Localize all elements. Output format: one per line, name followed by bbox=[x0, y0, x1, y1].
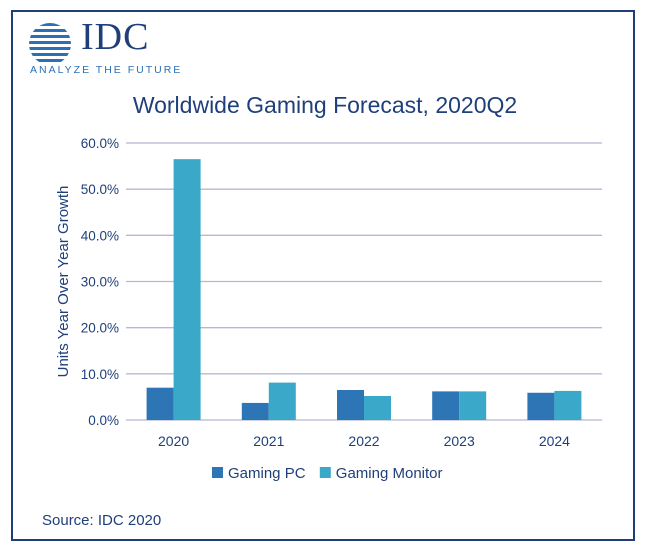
legend-label: Gaming PC bbox=[228, 465, 306, 482]
y-tick-label: 20.0% bbox=[81, 321, 119, 336]
bar-gaming-monitor-2020 bbox=[173, 159, 201, 421]
x-tick-label: 2022 bbox=[348, 433, 379, 449]
y-tick-label: 10.0% bbox=[81, 367, 119, 382]
bar-gaming-monitor-2021 bbox=[268, 382, 296, 420]
bar-gaming-pc-2022 bbox=[337, 389, 364, 420]
chart-frame bbox=[11, 10, 635, 541]
legend-swatch-gaming-pc bbox=[212, 467, 223, 478]
y-tick-label: 60.0% bbox=[81, 136, 119, 151]
source-note: Source: IDC 2020 bbox=[42, 512, 162, 529]
x-tick-label: 2024 bbox=[539, 433, 570, 449]
x-tick-label: 2021 bbox=[253, 433, 284, 449]
y-tick-label: 50.0% bbox=[81, 182, 119, 197]
bar-gaming-monitor-2023 bbox=[459, 391, 487, 420]
y-axis-label: Units Year Over Year Growth bbox=[55, 186, 72, 378]
logo-name: IDC bbox=[81, 16, 150, 58]
idc-logo bbox=[26, 22, 166, 74]
bar-gaming-pc-2024 bbox=[527, 392, 555, 420]
y-tick-label: 30.0% bbox=[81, 275, 119, 290]
bar-gaming-pc-2023 bbox=[432, 391, 460, 420]
x-tick-label: 2023 bbox=[444, 433, 475, 449]
bar-gaming-monitor-2024 bbox=[554, 390, 582, 420]
legend-swatch-gaming-monitor bbox=[319, 467, 331, 478]
bar-gaming-pc-2020 bbox=[146, 387, 174, 420]
legend-label: Gaming Monitor bbox=[336, 465, 443, 482]
y-tick-label: 40.0% bbox=[81, 228, 119, 243]
globe-icon bbox=[29, 23, 71, 62]
y-tick-label: 0.0% bbox=[88, 413, 119, 428]
bar-gaming-pc-2021 bbox=[241, 402, 269, 420]
x-tick-label: 2020 bbox=[158, 433, 189, 449]
bar-gaming-monitor-2022 bbox=[364, 395, 391, 420]
chart-title: Worldwide Gaming Forecast, 2020Q2 bbox=[132, 92, 518, 118]
logo-tagline: ANALYZE THE FUTURE bbox=[30, 64, 183, 76]
